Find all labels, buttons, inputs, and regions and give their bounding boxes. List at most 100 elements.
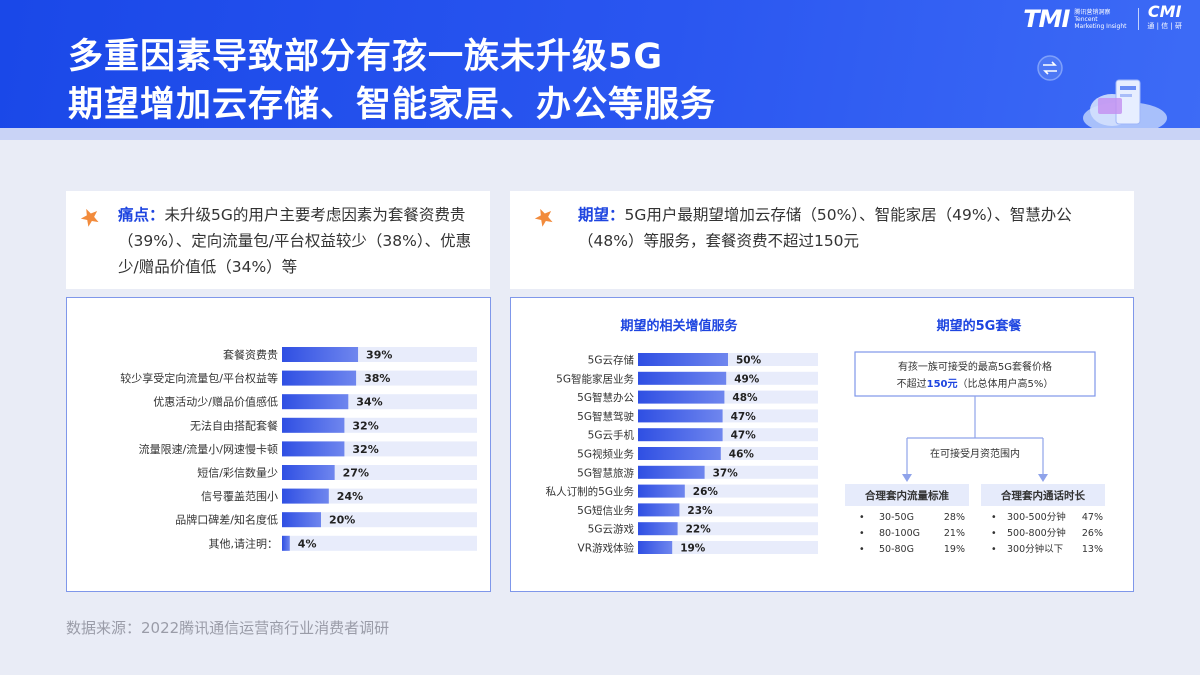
data-source-note: 数据来源：2022腾讯通信运营商行业消费者调研 [66,619,390,637]
bar-track [638,522,818,536]
bar-value-label: 27% [343,467,369,480]
bar-value-label: 23% [687,505,713,517]
bar [638,428,723,442]
bar-track [282,535,477,551]
bar [638,371,727,385]
category-label: 套餐资费贵 [223,348,278,362]
call-row: • 300-500分钟 47% [991,511,1103,523]
bar-value-label: 39% [366,349,392,362]
bar-value-label: 49% [734,373,760,385]
bar [638,447,721,460]
bar-track [282,488,477,504]
bar [282,370,357,386]
bar [638,409,723,423]
bar [638,390,725,404]
bar-track [282,512,477,528]
bar-value-label: 34% [356,396,382,409]
pain-point-text: 痛点：未升级5G的用户主要考虑因素为套餐资费贵（39%）、定向流量包/平台权益较… [118,206,472,276]
star-pin-icon [534,208,553,227]
bar [282,465,335,480]
svg-text:300分钟以下: 300分钟以下 [1007,543,1063,555]
category-label: 短信/彩信数量少 [197,466,278,480]
non-upgrade-reasons-chart-panel: 套餐资费贵 39% 较少享受定向流量包/平台权益等 38% 优惠活动少/赠品价值感低 34… [66,297,491,592]
bar-value-label: 37% [713,467,739,479]
svg-text:21%: 21% [944,528,965,539]
call-header-bg [981,484,1105,506]
connector-label-bg [919,444,1031,462]
bar-value-label: 26% [693,486,719,498]
bar [282,441,345,457]
category-label: VR游戏体验 [578,542,635,555]
svg-text:28%: 28% [944,512,965,523]
bar-value-label: 24% [337,490,363,503]
star-pin-icon [80,208,99,227]
category-label: 5G云游戏 [588,523,635,536]
category-label: 其他,请注明： [209,536,279,550]
header-bottom-band [0,128,1200,140]
max-price-line2: 不超过150元（比总体用户高5%） [897,377,1054,390]
max-price-box [854,351,1096,397]
call-row: • 300分钟以下 13% [991,543,1103,555]
svg-text:26%: 26% [1082,528,1103,539]
connector-label: 在可接受月资范围内 [930,447,1020,460]
bar-value-label: 32% [352,443,378,456]
category-label: 5G视频业务 [577,448,634,461]
tmi-logo-subtitle: 腾讯营销洞察 Tencent Marketing Insight [1074,8,1127,30]
category-label: 5G智慧旅游 [577,466,634,479]
pain-point-card: 痛点：未升级5G的用户主要考虑因素为套餐资费贵（39%）、定向流量包/平台权益较… [66,191,490,289]
category-label: 优惠活动少/赠品价值感低 [153,395,278,409]
category-label: 私人订制的5G业务 [546,485,635,498]
svg-text:•: • [991,528,997,539]
bar-value-label: 46% [729,449,755,461]
svg-text:•: • [991,512,997,523]
traffic-header-bg [845,484,969,506]
category-label: 5G短信业务 [577,504,634,517]
bar-value-label: 4% [298,537,317,550]
traffic-row: • 30-50G 28% [859,512,965,523]
svg-text:•: • [859,528,865,539]
svg-text:50-80G: 50-80G [879,544,914,555]
non-upgrade-reasons-bar-chart: 套餐资费贵 39% 较少享受定向流量包/平台权益等 38% 优惠活动少/赠品价值感低 34… [120,347,477,551]
svg-text:13%: 13% [1082,544,1103,555]
bar [638,465,705,479]
arrow-down-icon [902,474,912,482]
category-label: 无法自由搭配套餐 [190,418,278,432]
category-label: 5G云手机 [588,429,635,442]
bar-track [638,541,818,554]
category-label: 品牌口碑差/知名度低 [175,513,278,527]
expectations-panel: 期望的相关增值服务 5G云存储 50% 5G智能家居业务 49% 5G智慧办公 48% 5G智… [510,297,1134,592]
bar-value-label: 38% [364,372,390,385]
svg-text:47%: 47% [1082,512,1103,523]
bar [282,512,321,528]
svg-text:•: • [859,544,865,555]
category-label: 5G云存储 [588,354,635,367]
brand-logos: TMI 腾讯营销洞察 Tencent Marketing Insight CMI… [1023,2,1182,34]
bar [282,394,349,410]
traffic-header: 合理套内流量标准 [864,489,949,502]
traffic-row: • 50-80G 19% [859,544,965,555]
bar-track [638,503,818,517]
svg-text:300-500分钟: 300-500分钟 [1007,511,1066,523]
bar [638,541,673,554]
svg-text:19%: 19% [944,544,965,555]
bar [282,347,359,362]
svg-text:30-50G: 30-50G [879,512,914,523]
page-title-line1: 多重因素导致部分有孩一族未升级5G [68,37,664,77]
arrow-down-icon [1038,474,1048,482]
bar [282,535,290,551]
call-row: • 500-800分钟 26% [991,527,1103,539]
category-label: 5G智能家居业务 [556,372,634,385]
tmi-logo: TMI [1023,5,1070,33]
chart-title: 期望的相关增值服务 [620,318,738,334]
category-label: 较少享受定向流量包/平台权益等 [120,371,278,385]
category-label: 信号覆盖范围小 [201,489,278,503]
bar [638,353,728,366]
bar-value-label: 47% [731,411,757,423]
category-label: 5G智慧办公 [577,391,634,404]
package-title: 期望的5G套餐 [937,318,1023,334]
bar-value-label: 47% [731,430,757,442]
cmi-logo: CMI 通 | 信 | 研 [1147,2,1182,31]
svg-text:80-100G: 80-100G [879,528,920,539]
max-price-line1: 有孩一族可接受的最高5G套餐价格 [898,360,1052,373]
value-added-services-bar-chart: 期望的相关增值服务 5G云存储 50% 5G智能家居业务 49% 5G智慧办公 48% 5G智… [546,318,818,555]
